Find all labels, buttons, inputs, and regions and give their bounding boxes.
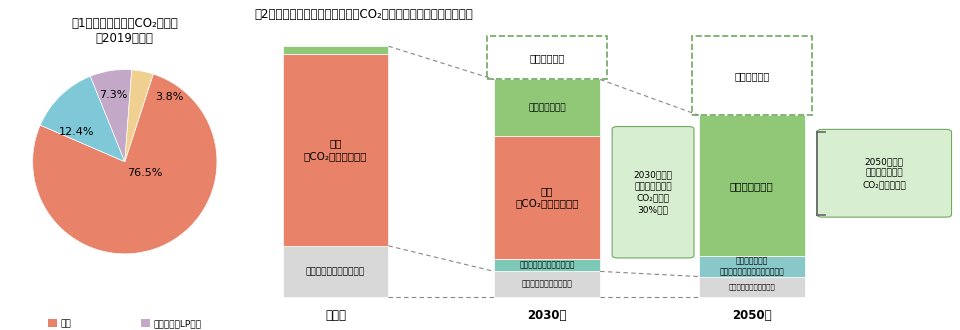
Title: （1）エネルギー別CO₂排出量
（2019年度）: （1）エネルギー別CO₂排出量 （2019年度）: [71, 17, 179, 45]
Text: 76.5%: 76.5%: [128, 168, 163, 178]
Text: 2030年目標
電力使用による
CO₂排出量
30%削減: 2030年目標 電力使用による CO₂排出量 30%削減: [634, 170, 673, 215]
Text: 2050年: 2050年: [732, 309, 772, 322]
Bar: [699, 256, 804, 277]
Text: 再エネ由来電力: 再エネ由来電力: [730, 181, 774, 191]
Text: 電力
（CO₂排出を含む）: 電力 （CO₂排出を含む）: [303, 139, 368, 161]
Bar: [692, 36, 812, 115]
Text: 代替エネルギー
（バイオ燃料・水素燃料など）: 代替エネルギー （バイオ燃料・水素燃料など）: [719, 257, 784, 276]
Text: 12.4%: 12.4%: [60, 127, 95, 137]
Bar: [282, 246, 389, 297]
Bar: [699, 277, 804, 297]
Text: 再エネ由来電力: 再エネ由来電力: [528, 103, 566, 112]
Bar: [494, 259, 600, 271]
Text: 電力
（CO₂排出を含む）: 電力 （CO₂排出を含む）: [516, 186, 579, 208]
Text: 省エネルギー: 省エネルギー: [734, 71, 770, 81]
Bar: [494, 271, 600, 297]
Text: ガソリン・都市ガスなど: ガソリン・都市ガスなど: [522, 280, 573, 289]
Text: 基準年: 基準年: [325, 309, 346, 322]
Text: ガソリン・都市ガスなど: ガソリン・都市ガスなど: [729, 283, 776, 290]
Bar: [494, 80, 600, 136]
Text: 7.3%: 7.3%: [100, 90, 128, 100]
Text: 3.8%: 3.8%: [155, 92, 183, 102]
Bar: [282, 46, 389, 54]
Text: 省エネルギー: 省エネルギー: [530, 53, 564, 63]
Bar: [699, 115, 804, 256]
Legend: 電力, ガソリン、軽油、灯油、重油等, 都市ガス、LPガス, 熱供給: 電力, ガソリン、軽油、灯油、重油等, 都市ガス、LPガス, 熱供給: [48, 319, 202, 330]
Bar: [494, 136, 600, 259]
Wedge shape: [40, 76, 125, 162]
Text: ガソリン・都市ガスの電化: ガソリン・都市ガスの電化: [519, 260, 575, 270]
FancyBboxPatch shape: [817, 129, 951, 217]
Wedge shape: [33, 74, 217, 254]
Text: ガソリン・都市ガスなど: ガソリン・都市ガスなど: [306, 267, 365, 276]
Wedge shape: [90, 70, 132, 162]
Bar: [488, 36, 608, 80]
Text: 2030年: 2030年: [527, 309, 567, 322]
Text: 2050年目標
電力使用による
CO₂排出量ゼロ: 2050年目標 電力使用による CO₂排出量ゼロ: [862, 157, 906, 189]
Wedge shape: [125, 70, 154, 162]
Bar: [282, 54, 389, 246]
Text: （2）長期環境目標実現に向けたCO₂換算エネルギー構成イメージ: （2）長期環境目標実現に向けたCO₂換算エネルギー構成イメージ: [254, 8, 473, 21]
FancyBboxPatch shape: [612, 126, 694, 258]
